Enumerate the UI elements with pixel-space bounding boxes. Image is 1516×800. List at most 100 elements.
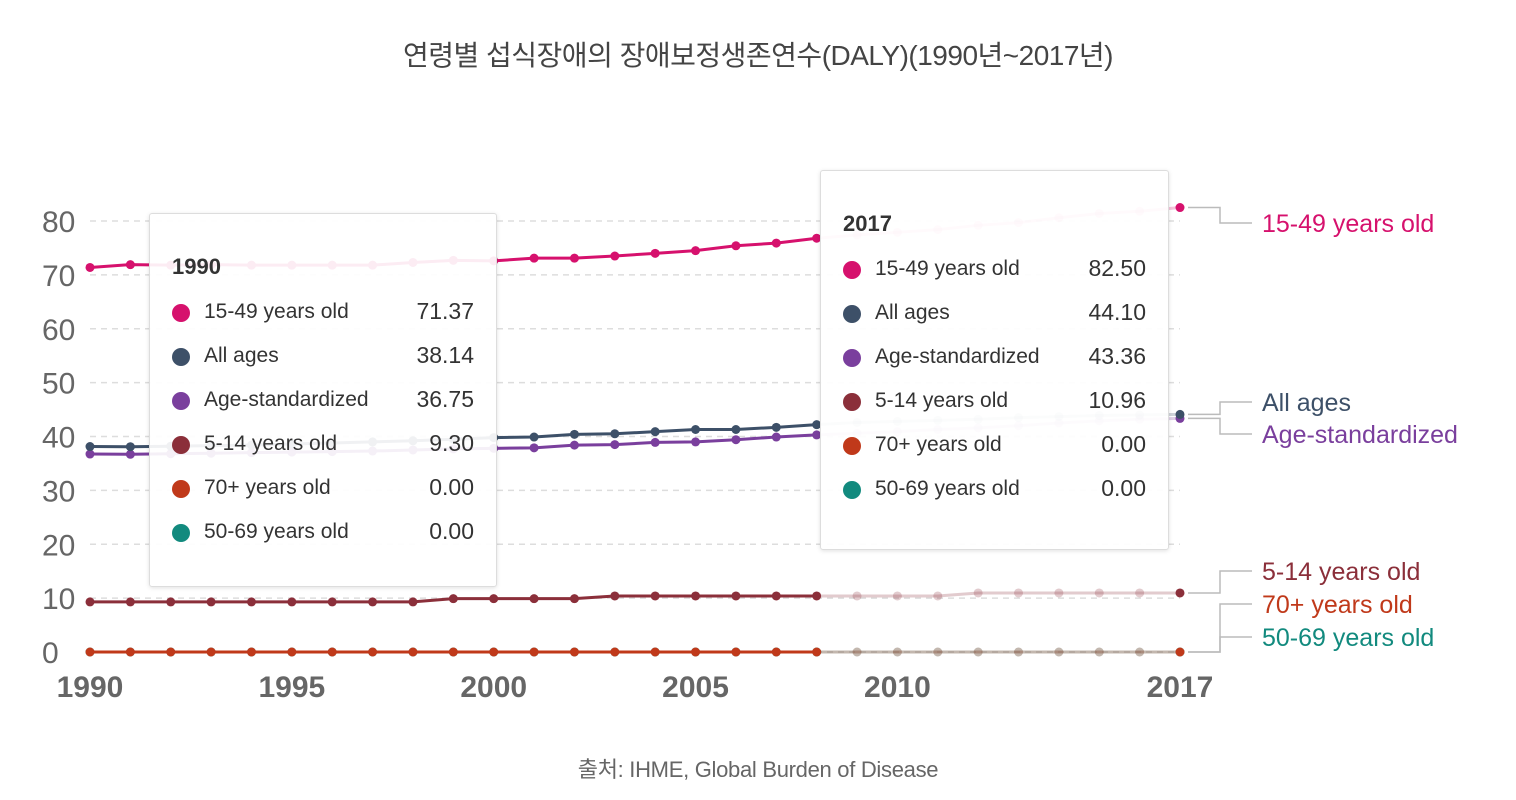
data-point[interactable] bbox=[1175, 588, 1185, 598]
data-point[interactable] bbox=[973, 588, 983, 598]
data-point[interactable] bbox=[529, 253, 539, 263]
data-point[interactable] bbox=[1054, 647, 1064, 657]
data-point[interactable] bbox=[529, 432, 539, 442]
data-point[interactable] bbox=[1175, 409, 1185, 419]
data-point[interactable] bbox=[852, 591, 862, 601]
data-point[interactable] bbox=[1135, 647, 1145, 657]
data-point[interactable] bbox=[691, 246, 701, 256]
data-point[interactable] bbox=[691, 437, 701, 447]
data-point[interactable] bbox=[206, 647, 216, 657]
data-point[interactable] bbox=[731, 647, 741, 657]
data-point[interactable] bbox=[1054, 588, 1064, 598]
data-point[interactable] bbox=[650, 427, 660, 437]
data-point[interactable] bbox=[529, 594, 539, 604]
data-point[interactable] bbox=[1014, 647, 1024, 657]
data-point[interactable] bbox=[1135, 588, 1145, 598]
data-point[interactable] bbox=[368, 647, 378, 657]
data-point[interactable] bbox=[933, 647, 943, 657]
data-point[interactable] bbox=[408, 647, 418, 657]
data-point[interactable] bbox=[246, 647, 256, 657]
data-point[interactable] bbox=[933, 647, 943, 657]
data-point[interactable] bbox=[973, 647, 983, 657]
data-point[interactable] bbox=[892, 647, 902, 657]
data-point[interactable] bbox=[731, 435, 741, 445]
data-point[interactable] bbox=[610, 440, 620, 450]
data-point[interactable] bbox=[327, 597, 337, 607]
data-point[interactable] bbox=[812, 591, 822, 601]
data-point[interactable] bbox=[448, 647, 458, 657]
data-point[interactable] bbox=[85, 597, 95, 607]
data-point[interactable] bbox=[1135, 647, 1145, 657]
data-point[interactable] bbox=[610, 429, 620, 439]
data-point[interactable] bbox=[166, 597, 176, 607]
data-point[interactable] bbox=[973, 647, 983, 657]
data-point[interactable] bbox=[1094, 588, 1104, 598]
data-point[interactable] bbox=[852, 647, 862, 657]
data-point[interactable] bbox=[125, 597, 135, 607]
data-point[interactable] bbox=[771, 647, 781, 657]
data-point[interactable] bbox=[569, 440, 579, 450]
data-point[interactable] bbox=[327, 647, 337, 657]
data-point[interactable] bbox=[166, 647, 176, 657]
data-point[interactable] bbox=[85, 442, 95, 452]
data-point[interactable] bbox=[771, 422, 781, 432]
data-point[interactable] bbox=[892, 647, 902, 657]
data-point[interactable] bbox=[610, 647, 620, 657]
data-point[interactable] bbox=[771, 591, 781, 601]
data-point[interactable] bbox=[650, 248, 660, 258]
data-point[interactable] bbox=[125, 442, 135, 452]
data-point[interactable] bbox=[529, 647, 539, 657]
data-point[interactable] bbox=[569, 647, 579, 657]
data-point[interactable] bbox=[85, 647, 95, 657]
tooltip-value: 9.30 bbox=[429, 430, 474, 456]
data-point[interactable] bbox=[812, 430, 822, 440]
data-point[interactable] bbox=[933, 591, 943, 601]
data-point[interactable] bbox=[812, 420, 822, 430]
y-tick-label: 70 bbox=[42, 260, 75, 293]
data-point[interactable] bbox=[569, 594, 579, 604]
data-point[interactable] bbox=[1094, 647, 1104, 657]
data-point[interactable] bbox=[85, 262, 95, 272]
data-point[interactable] bbox=[610, 591, 620, 601]
data-point[interactable] bbox=[650, 437, 660, 447]
data-point[interactable] bbox=[1054, 647, 1064, 657]
data-point[interactable] bbox=[771, 432, 781, 442]
data-point[interactable] bbox=[1175, 203, 1185, 213]
data-point[interactable] bbox=[1014, 647, 1024, 657]
data-point[interactable] bbox=[125, 260, 135, 270]
data-point[interactable] bbox=[85, 449, 95, 459]
data-point[interactable] bbox=[489, 594, 499, 604]
data-point[interactable] bbox=[125, 647, 135, 657]
data-point[interactable] bbox=[489, 647, 499, 657]
data-point[interactable] bbox=[1014, 588, 1024, 598]
data-point[interactable] bbox=[812, 233, 822, 243]
data-point[interactable] bbox=[448, 594, 458, 604]
data-point[interactable] bbox=[650, 591, 660, 601]
data-point[interactable] bbox=[691, 424, 701, 434]
data-point[interactable] bbox=[1175, 647, 1185, 657]
data-point[interactable] bbox=[691, 647, 701, 657]
data-point[interactable] bbox=[287, 597, 297, 607]
data-point[interactable] bbox=[408, 597, 418, 607]
data-point[interactable] bbox=[731, 424, 741, 434]
data-point[interactable] bbox=[731, 591, 741, 601]
data-point[interactable] bbox=[569, 253, 579, 263]
tooltip-label: 5-14 years old bbox=[875, 389, 1009, 412]
data-point[interactable] bbox=[368, 597, 378, 607]
data-point[interactable] bbox=[892, 591, 902, 601]
data-point[interactable] bbox=[771, 238, 781, 248]
x-tick-label: 1990 bbox=[57, 671, 124, 704]
data-point[interactable] bbox=[852, 647, 862, 657]
data-point[interactable] bbox=[125, 449, 135, 459]
data-point[interactable] bbox=[206, 597, 216, 607]
data-point[interactable] bbox=[812, 647, 822, 657]
data-point[interactable] bbox=[610, 251, 620, 261]
data-point[interactable] bbox=[569, 429, 579, 439]
data-point[interactable] bbox=[246, 597, 256, 607]
data-point[interactable] bbox=[650, 647, 660, 657]
data-point[interactable] bbox=[691, 591, 701, 601]
data-point[interactable] bbox=[287, 647, 297, 657]
data-point[interactable] bbox=[529, 443, 539, 453]
data-point[interactable] bbox=[1094, 647, 1104, 657]
data-point[interactable] bbox=[731, 241, 741, 251]
